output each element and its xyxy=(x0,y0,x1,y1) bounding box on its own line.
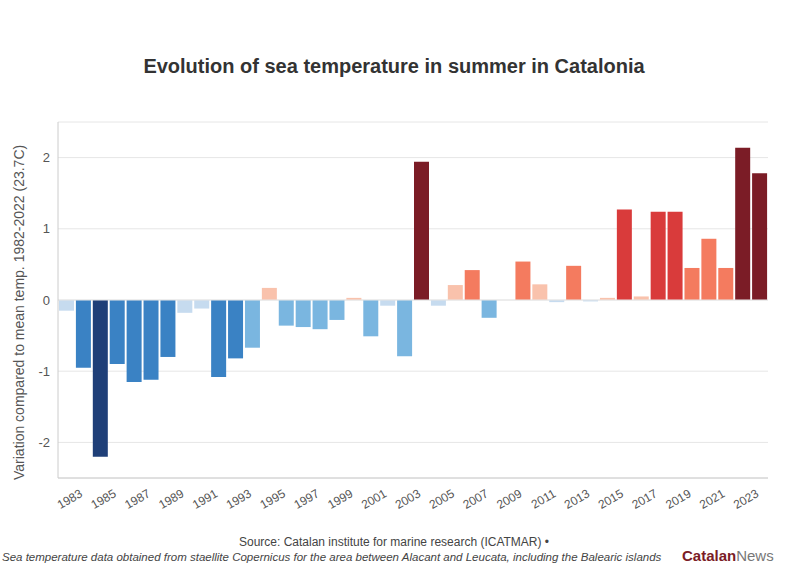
svg-text:2001: 2001 xyxy=(359,486,389,512)
html-text:Source: Catalan institute for: Source: Catalan institute for marine res… xyxy=(239,535,549,549)
html-text:Sea temperature data obtained: Sea temperature data obtained from stael… xyxy=(2,551,662,563)
svg-text:2023: 2023 xyxy=(731,486,761,512)
svg-text:1: 1 xyxy=(43,221,50,236)
svg-text:2003: 2003 xyxy=(393,486,423,512)
html-text:Catalan News: Catalan News xyxy=(682,547,774,564)
svg-text:2007: 2007 xyxy=(460,486,490,512)
svg-text:1995: 1995 xyxy=(258,486,288,512)
svg-text:2019: 2019 xyxy=(663,486,693,512)
svg-text:2: 2 xyxy=(43,150,50,165)
svg-text:2015: 2015 xyxy=(596,486,626,512)
svg-text:Variation compared to mean tem: Variation compared to mean temp. 1982-20… xyxy=(11,145,27,480)
svg-text:2009: 2009 xyxy=(494,486,524,512)
svg-text:1991: 1991 xyxy=(190,486,220,512)
svg-text:2017: 2017 xyxy=(629,486,659,512)
html-text:Evolution of sea temperature i: Evolution of sea temperature in summer i… xyxy=(143,55,645,77)
svg-text:2005: 2005 xyxy=(427,486,457,512)
svg-text:1997: 1997 xyxy=(291,486,321,512)
svg-text:1989: 1989 xyxy=(156,486,186,512)
svg-text:1999: 1999 xyxy=(325,486,355,512)
svg-text:0: 0 xyxy=(43,293,50,308)
svg-text:2021: 2021 xyxy=(697,486,727,512)
svg-text:1985: 1985 xyxy=(89,486,119,512)
svg-text:1983: 1983 xyxy=(55,486,85,512)
svg-text:-1: -1 xyxy=(38,364,50,379)
svg-text:2013: 2013 xyxy=(562,486,592,512)
svg-text:2011: 2011 xyxy=(529,486,559,511)
svg-text:1987: 1987 xyxy=(122,486,152,512)
svg-text:1993: 1993 xyxy=(224,486,254,512)
svg-text:-2: -2 xyxy=(38,435,50,450)
